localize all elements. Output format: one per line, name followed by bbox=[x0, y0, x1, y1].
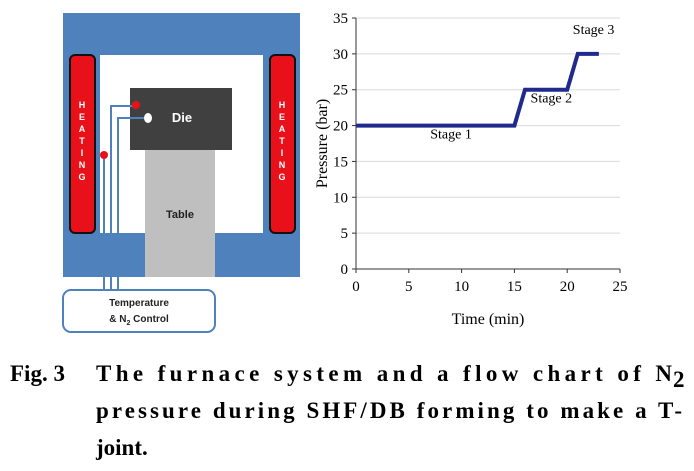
x-tick-label: 10 bbox=[454, 279, 469, 295]
wires bbox=[103, 105, 146, 290]
control-text: Control bbox=[130, 314, 169, 325]
control-box bbox=[62, 289, 216, 333]
y-tick-label: 10 bbox=[333, 190, 348, 206]
chart: 0 5 10 15 20 25 30 35 0 5 10 15 20 25 Time (min) Pressu… bbox=[314, 11, 628, 328]
die-label: Die bbox=[172, 110, 192, 125]
annotation: Stage 3 bbox=[573, 23, 615, 38]
x-axis-label: Time (min) bbox=[452, 311, 525, 328]
x-tick-label: 25 bbox=[613, 279, 628, 295]
caption-text: joint. bbox=[95, 435, 148, 460]
x-tick-label: 0 bbox=[352, 279, 360, 295]
y-tick-label: 35 bbox=[333, 11, 348, 27]
x-tick-label: 20 bbox=[560, 279, 575, 295]
x-tick-label: 5 bbox=[405, 279, 413, 295]
caption-text: The furnace system and a flow chart of N bbox=[96, 361, 672, 386]
y-tick-label: 30 bbox=[333, 47, 348, 63]
heater bbox=[269, 54, 296, 234]
y-axis-label: Pressure (bar) bbox=[314, 99, 331, 188]
wire bbox=[110, 105, 134, 290]
annotation: Stage 2 bbox=[531, 92, 573, 107]
subscript: 2 bbox=[127, 320, 131, 327]
caption-label: Fig. 3 bbox=[10, 361, 65, 386]
data-line bbox=[356, 51, 599, 128]
control-label: & N2 Control bbox=[109, 314, 169, 327]
heater bbox=[69, 54, 96, 234]
y-tick-label: 25 bbox=[333, 83, 348, 99]
heater-label: HEATING bbox=[277, 100, 287, 184]
caption: Fig. 3 The furnace system and a flow cha… bbox=[10, 361, 685, 460]
table-label: Table bbox=[166, 209, 194, 221]
y-tick-label: 15 bbox=[333, 154, 348, 170]
subscript: 2 bbox=[673, 367, 685, 392]
furnace-diagram: HEATING HEATING Die Table Temperature & … bbox=[62, 13, 300, 333]
wire bbox=[117, 117, 146, 290]
sensor bbox=[132, 101, 140, 109]
control-text: & N bbox=[109, 314, 126, 325]
table bbox=[145, 150, 215, 277]
y-tick-label: 0 bbox=[341, 262, 349, 278]
x-tick-label: 15 bbox=[507, 279, 522, 295]
annotation: Stage 1 bbox=[430, 127, 472, 142]
heater-label: HEATING bbox=[77, 100, 87, 184]
gas-inlet bbox=[144, 113, 152, 123]
y-tick-label: 20 bbox=[333, 119, 348, 135]
sensor bbox=[100, 151, 108, 159]
caption-text: pressure during SHF/DB forming to make a… bbox=[96, 398, 682, 423]
control-label: Temperature bbox=[109, 298, 169, 309]
y-tick-label: 5 bbox=[341, 226, 349, 242]
